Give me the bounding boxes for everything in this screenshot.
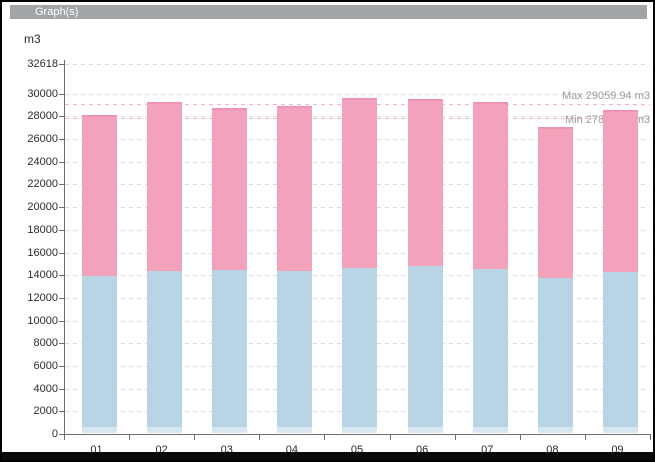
bar-bottom-fade — [342, 426, 378, 433]
x-tick-mark — [259, 435, 261, 440]
y-tick-label: 14000 — [27, 269, 58, 282]
x-tick-mark — [324, 435, 326, 440]
bar-segment-blue — [212, 269, 248, 433]
y-tick-label: 2000 — [33, 405, 58, 418]
bar-segment-pink — [277, 105, 313, 272]
y-tick-label: 26000 — [27, 133, 58, 146]
bar-bottom-fade — [212, 426, 248, 433]
y-tick-label: 12000 — [27, 291, 58, 304]
y-tick-mark — [59, 161, 64, 163]
bar-segment-blue — [537, 278, 573, 433]
y-axis-unit-label: m3 — [24, 32, 41, 46]
x-tick-mark — [454, 435, 456, 440]
y-axis-line — [64, 60, 65, 435]
bar-bottom-fade — [407, 426, 443, 433]
bar-segment-blue — [82, 276, 117, 433]
bar-bottom-fade — [82, 426, 117, 433]
y-tick-mark — [59, 116, 64, 118]
bar-bottom-fade — [277, 426, 313, 433]
gridline — [65, 64, 650, 65]
bar-bottom-fade — [602, 426, 638, 433]
x-tick-mark — [519, 435, 521, 440]
x-tick-mark — [650, 435, 651, 440]
bar-segment-pink — [537, 126, 573, 279]
bar-segment-pink — [82, 115, 117, 277]
y-tick-label: 28000 — [27, 110, 58, 123]
y-tick-mark — [59, 365, 64, 367]
bar-segment-blue — [472, 269, 508, 433]
bar-segment-pink — [147, 102, 183, 272]
y-tick-label: 0 — [51, 428, 58, 440]
y-tick-mark — [59, 139, 64, 141]
bar-bottom-fade — [472, 426, 508, 433]
y-tick-mark — [59, 252, 64, 254]
x-axis-line — [64, 434, 651, 435]
y-tick-label: 20000 — [27, 201, 58, 214]
y-tick-mark — [59, 411, 64, 413]
bar-bottom-fade — [537, 426, 573, 433]
y-tick-label: 6000 — [33, 359, 58, 372]
bar-segment-pink — [602, 109, 638, 273]
bar-segment-blue — [342, 268, 378, 433]
bar-segment-blue — [602, 272, 638, 433]
x-tick-mark — [64, 435, 65, 440]
y-tick-mark — [59, 297, 64, 299]
x-tick-mark — [389, 435, 391, 440]
x-tick-mark — [584, 435, 586, 440]
gridline — [65, 93, 650, 95]
y-tick-label: 8000 — [33, 337, 58, 350]
bar-segment-pink — [407, 99, 443, 267]
y-tick-label: 18000 — [27, 223, 58, 236]
y-tick-mark — [59, 434, 64, 435]
y-tick-mark — [59, 64, 64, 65]
y-tick-mark — [59, 207, 64, 209]
y-tick-label: 24000 — [27, 155, 58, 168]
y-tick-label: 30000 — [27, 87, 58, 100]
bottom-bar — [2, 452, 653, 460]
y-tick-mark — [59, 343, 64, 345]
y-tick-label: 32618 — [27, 58, 58, 70]
y-tick-label: 10000 — [27, 314, 58, 327]
bar-segment-pink — [342, 98, 378, 269]
bar-segment-pink — [212, 107, 248, 270]
panel-title: Graph(s) — [35, 6, 79, 18]
y-tick-mark — [59, 320, 64, 322]
y-tick-mark — [59, 388, 64, 390]
bar-segment-pink — [472, 101, 508, 270]
max-line-label: Max 29059.94 m3 — [561, 90, 650, 103]
bar-segment-blue — [147, 271, 183, 433]
y-tick-mark — [59, 184, 64, 186]
x-tick-mark — [129, 435, 131, 440]
bar-bottom-fade — [147, 426, 183, 433]
y-tick-mark — [59, 93, 64, 95]
y-tick-label: 16000 — [27, 246, 58, 259]
bar-segment-blue — [277, 271, 313, 433]
x-tick-mark — [194, 435, 196, 440]
panel-header: Graph(s) — [10, 5, 647, 19]
y-tick-label: 4000 — [33, 382, 58, 395]
y-tick-mark — [59, 275, 64, 277]
bar-segment-blue — [407, 266, 443, 433]
y-tick-label: 22000 — [27, 178, 58, 191]
y-tick-mark — [59, 229, 64, 231]
